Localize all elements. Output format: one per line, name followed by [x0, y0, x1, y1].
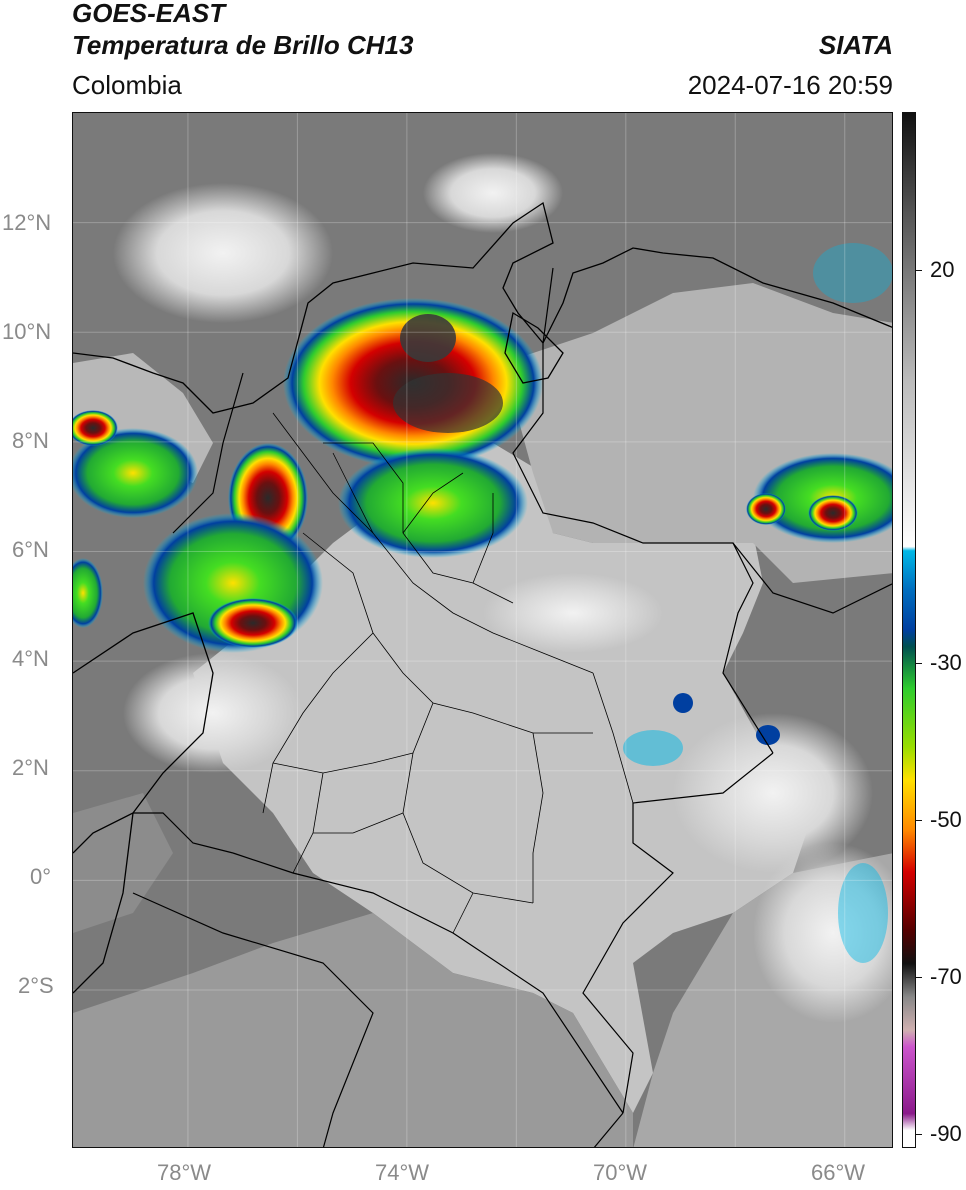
department-borders: [262, 412, 634, 934]
cb-tick-20: 20: [930, 257, 955, 282]
lat-tick-0: 0°: [30, 864, 52, 889]
lat-tick-2s: 2°S: [18, 973, 54, 998]
blue-patch-2: [756, 725, 780, 745]
map-canvas: [73, 113, 892, 1147]
ecu-peru-border: [132, 892, 374, 1147]
cyan-patch-se: [623, 730, 683, 766]
cb-tick-minus90: -90: [930, 1121, 962, 1146]
storm-west-edge: [73, 558, 103, 628]
cloud-pacific: [123, 653, 303, 773]
cloud-central: [483, 573, 663, 653]
lat-tick-8n: 8°N: [12, 428, 49, 453]
storm-north-core: [400, 314, 456, 362]
country-borders: [132, 267, 892, 1147]
lon-tick-74w: 74°W: [375, 1160, 430, 1185]
blue-patch-1: [673, 693, 693, 713]
region-label: Colombia: [72, 70, 182, 100]
cloud-southeast: [753, 843, 892, 1023]
datetime-label: 2024-07-16 20:59: [687, 70, 893, 100]
graticule: [73, 113, 892, 1147]
lake-maracaibo: [504, 311, 564, 384]
cb-mark-minus30: [916, 663, 922, 664]
temperature-colorbar: [902, 112, 916, 1148]
storm-green-belt: [338, 448, 528, 558]
col-bra-border: [582, 752, 774, 1114]
ecuador-coast: [73, 812, 134, 994]
cb-mark-minus70: [916, 977, 922, 978]
cb-tick-minus50: -50: [930, 807, 962, 832]
pacific-coast: [73, 793, 173, 933]
col-peru-border: [232, 852, 624, 1114]
ven-bra-border: [732, 542, 892, 614]
storm-east-core2: [808, 495, 858, 531]
storm-east-core: [746, 493, 786, 525]
col-panama-border: [172, 372, 244, 534]
cloud-caribbean: [113, 183, 333, 323]
col-ven-border: [512, 267, 774, 754]
amazon-region: [73, 913, 633, 1147]
product-title: Temperatura de Brillo CH13: [72, 30, 414, 60]
pacific-coast-line: [73, 612, 214, 854]
cb-mark-minus90: [916, 1134, 922, 1135]
lon-tick-66w: 66°W: [811, 1160, 866, 1185]
cb-mark-minus50: [916, 820, 922, 821]
cyan-patch-ne: [813, 243, 892, 303]
lat-tick-6n: 6°N: [12, 537, 49, 562]
satellite-title: GOES-EAST: [72, 0, 226, 28]
col-ecu-border: [133, 812, 234, 854]
lat-tick-2n: 2°N: [12, 755, 49, 780]
cb-mark-20: [916, 270, 922, 271]
peru-bra-border: [593, 1112, 624, 1147]
storm-central-core: [393, 373, 503, 433]
satellite-map[interactable]: [72, 112, 893, 1148]
storm-panama: [73, 428, 198, 518]
lat-tick-12n: 12°N: [2, 210, 52, 235]
lat-tick-4n: 4°N: [12, 646, 49, 671]
lat-tick-10n: 10°N: [2, 319, 52, 344]
cloud-east: [673, 713, 873, 873]
lon-tick-70w: 70°W: [593, 1160, 648, 1185]
cb-tick-minus70: -70: [930, 964, 962, 989]
cloud-north: [423, 153, 563, 233]
storm-pacific-core: [208, 598, 298, 648]
cyan-patch-edge: [838, 863, 888, 963]
cb-tick-minus30: -30: [930, 650, 962, 675]
lon-tick-78w: 78°W: [157, 1160, 212, 1185]
agency-label: SIATA: [818, 30, 893, 60]
storm-panama-core: [73, 410, 118, 446]
